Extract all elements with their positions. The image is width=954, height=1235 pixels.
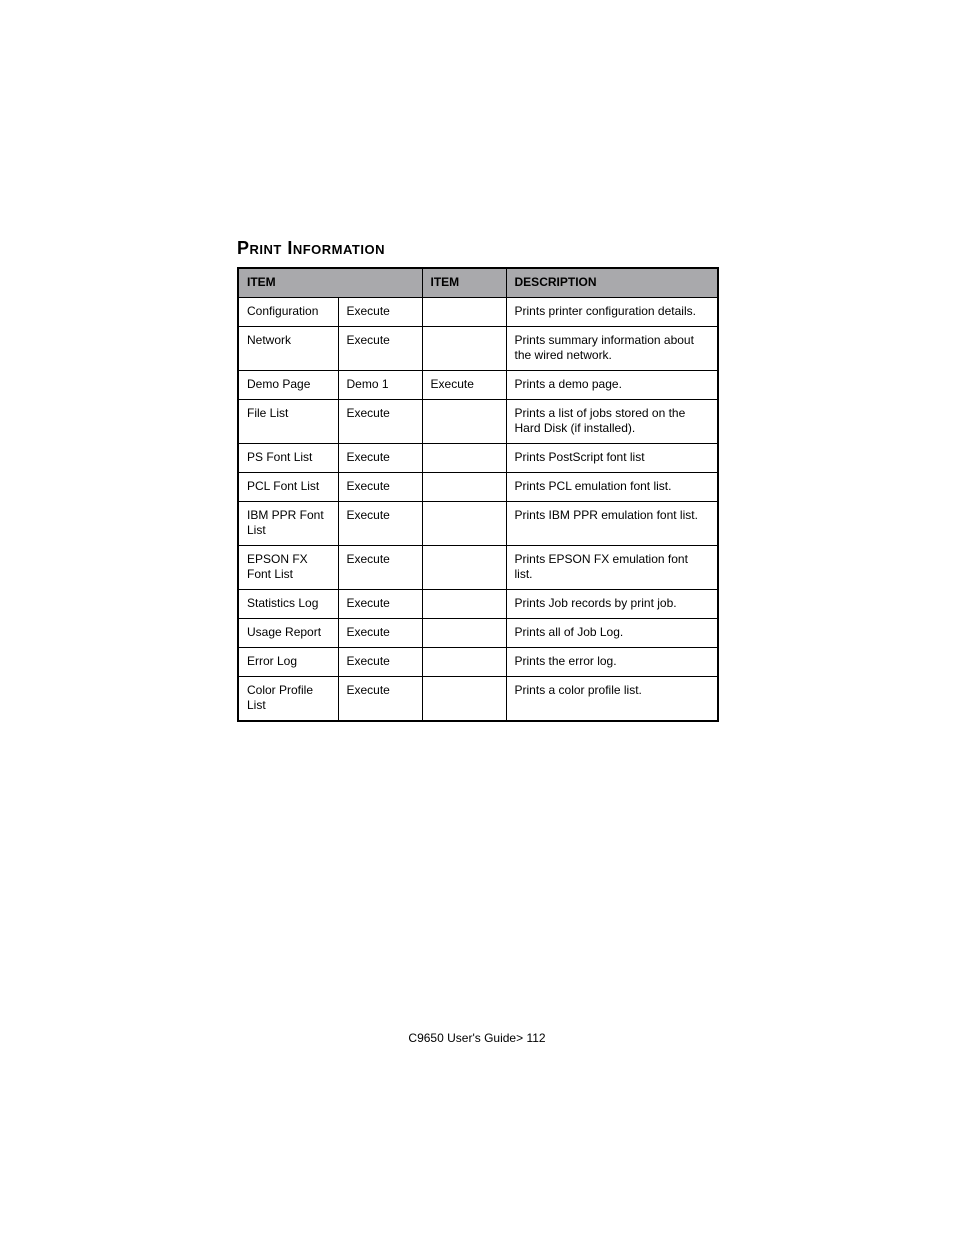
table-cell: Prints PostScript font list xyxy=(506,444,718,473)
table-row: PS Font List Execute Prints PostScript f… xyxy=(238,444,718,473)
table-row: Demo Page Demo 1 Execute Prints a demo p… xyxy=(238,371,718,400)
table-cell: Execute xyxy=(338,444,422,473)
table-cell: Execute xyxy=(338,677,422,722)
table-cell: PS Font List xyxy=(238,444,338,473)
table-header-cell: Item xyxy=(238,268,422,298)
table-cell xyxy=(422,590,506,619)
table-cell: Prints PCL emulation font list. xyxy=(506,473,718,502)
table-row: Statistics Log Execute Prints Job record… xyxy=(238,590,718,619)
table-cell: Execute xyxy=(338,473,422,502)
table-cell: Prints a demo page. xyxy=(506,371,718,400)
table-row: Network Execute Prints summary informati… xyxy=(238,327,718,371)
table-cell: Configuration xyxy=(238,298,338,327)
table-cell xyxy=(422,677,506,722)
table-row: Color Profile List Execute Prints a colo… xyxy=(238,677,718,722)
table-cell: Execute xyxy=(338,619,422,648)
table-cell xyxy=(422,298,506,327)
table-cell: Prints Job records by print job. xyxy=(506,590,718,619)
table-cell: Prints EPSON FX emulation font list. xyxy=(506,546,718,590)
footer-doc-title: C9650 User's Guide xyxy=(408,1031,516,1045)
table-cell: Prints IBM PPR emulation font list. xyxy=(506,502,718,546)
table-cell: Prints printer configuration details. xyxy=(506,298,718,327)
table-cell xyxy=(422,619,506,648)
table-cell xyxy=(422,327,506,371)
table-cell: Execute xyxy=(422,371,506,400)
table-cell: Demo 1 xyxy=(338,371,422,400)
table-cell: Execute xyxy=(338,327,422,371)
document-page: Print Information Item Item Description … xyxy=(0,0,954,1235)
table-cell: Demo Page xyxy=(238,371,338,400)
footer-page-number: 112 xyxy=(526,1031,545,1045)
table-cell: Network xyxy=(238,327,338,371)
table-cell: PCL Font List xyxy=(238,473,338,502)
table-header-cell: Item xyxy=(422,268,506,298)
table: Item Item Description Configuration Exec… xyxy=(237,267,719,722)
table-cell: Statistics Log xyxy=(238,590,338,619)
table-cell: Color Profile List xyxy=(238,677,338,722)
table-cell xyxy=(422,400,506,444)
table-cell: Prints a color profile list. xyxy=(506,677,718,722)
table-cell: EPSON FX Font List xyxy=(238,546,338,590)
table-cell xyxy=(422,546,506,590)
table-row: Usage Report Execute Prints all of Job L… xyxy=(238,619,718,648)
table-cell: Execute xyxy=(338,590,422,619)
table-row: File List Execute Prints a list of jobs … xyxy=(238,400,718,444)
table-cell: Prints a list of jobs stored on the Hard… xyxy=(506,400,718,444)
section-heading: Print Information xyxy=(237,238,385,259)
table-cell: Prints the error log. xyxy=(506,648,718,677)
table-cell: Execute xyxy=(338,546,422,590)
table-cell: Execute xyxy=(338,298,422,327)
table-cell: Prints all of Job Log. xyxy=(506,619,718,648)
table-cell: Prints summary information about the wir… xyxy=(506,327,718,371)
table-cell xyxy=(422,648,506,677)
table-cell xyxy=(422,473,506,502)
table-cell: Execute xyxy=(338,502,422,546)
table-cell: Execute xyxy=(338,400,422,444)
table-header-cell: Description xyxy=(506,268,718,298)
footer-separator: > xyxy=(516,1031,526,1045)
table-row: PCL Font List Execute Prints PCL emulati… xyxy=(238,473,718,502)
table-cell: Execute xyxy=(338,648,422,677)
table-row: EPSON FX Font List Execute Prints EPSON … xyxy=(238,546,718,590)
table-cell xyxy=(422,444,506,473)
page-footer: C9650 User's Guide> 112 xyxy=(0,1031,954,1045)
table-cell: File List xyxy=(238,400,338,444)
table-row: Configuration Execute Prints printer con… xyxy=(238,298,718,327)
print-information-table: Item Item Description Configuration Exec… xyxy=(237,267,719,722)
table-cell: IBM PPR Font List xyxy=(238,502,338,546)
table-cell xyxy=(422,502,506,546)
table-row: Error Log Execute Prints the error log. xyxy=(238,648,718,677)
table-row: IBM PPR Font List Execute Prints IBM PPR… xyxy=(238,502,718,546)
table-cell: Usage Report xyxy=(238,619,338,648)
table-cell: Error Log xyxy=(238,648,338,677)
table-header-row: Item Item Description xyxy=(238,268,718,298)
